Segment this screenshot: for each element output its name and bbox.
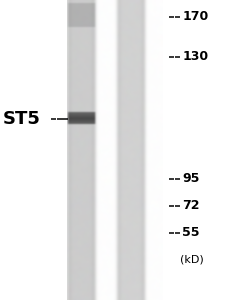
Text: 95: 95 [181,172,199,185]
Text: 170: 170 [181,10,207,23]
Text: 55: 55 [181,226,199,239]
Text: (kD): (kD) [179,254,203,265]
Text: 72: 72 [181,199,199,212]
Text: 130: 130 [181,50,207,64]
Text: ST5: ST5 [2,110,40,128]
